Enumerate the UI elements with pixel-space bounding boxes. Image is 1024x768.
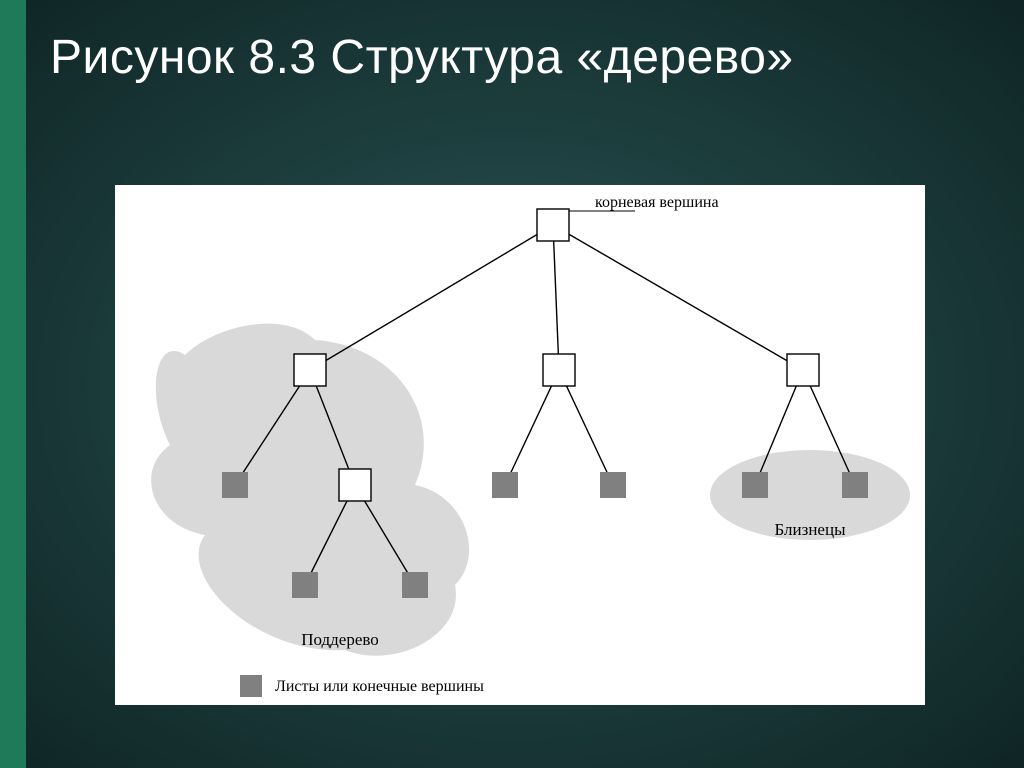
internal-node (787, 354, 819, 386)
root-label: корневая вершина (595, 194, 719, 211)
legend-swatch (240, 675, 262, 697)
tree-edge (553, 225, 803, 370)
leaf-node (292, 572, 318, 598)
diagram-panel: корневая вершина Поддерево Близнецы Листы и… (115, 185, 925, 705)
tree-edge (310, 225, 553, 370)
leaf-node (492, 472, 518, 498)
legend-text: Листы или конечные вершины (275, 678, 484, 695)
leaf-node (842, 472, 868, 498)
accent-bar (0, 0, 26, 768)
internal-node (537, 209, 569, 241)
leaf-node (402, 572, 428, 598)
twins-label: Близнецы (775, 520, 847, 539)
internal-node (294, 354, 326, 386)
tree-edge (505, 370, 559, 485)
tree-diagram: корневая вершина Поддерево Близнецы Листы и… (115, 185, 925, 705)
tree-edge (553, 225, 559, 370)
subtree-label: Поддерево (301, 630, 379, 649)
tree-edge (559, 370, 613, 485)
slide-title: Рисунок 8.3 Структура «дерево» (50, 28, 794, 88)
leaf-node (742, 472, 768, 498)
internal-node (339, 469, 371, 501)
leaf-node (222, 472, 248, 498)
internal-node (543, 354, 575, 386)
leaf-node (600, 472, 626, 498)
